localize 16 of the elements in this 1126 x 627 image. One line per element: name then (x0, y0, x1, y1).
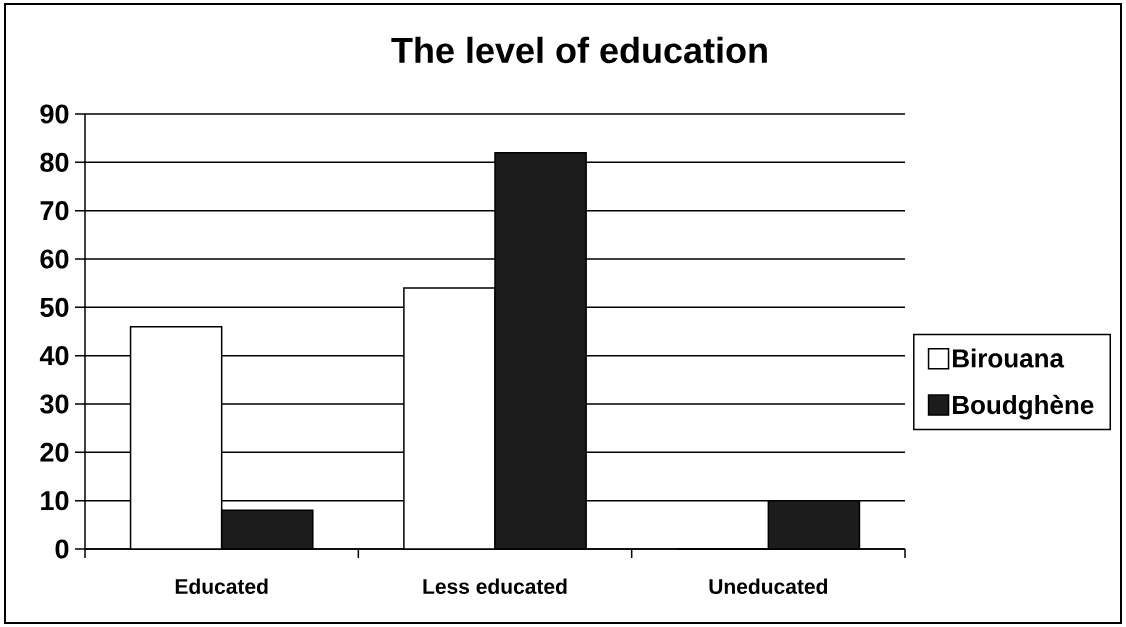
y-tick-label: 30 (40, 394, 69, 414)
y-tick-label: 40 (39, 346, 69, 366)
y-tick-label: 60 (40, 249, 69, 269)
x-tick-label: Uneducated (709, 578, 828, 594)
legend-label: Birouana (953, 348, 1065, 368)
legend-label: Boudghène (953, 394, 1094, 420)
y-tick-label: 0 (55, 539, 69, 559)
y-tick-label: 20 (40, 442, 69, 462)
x-tick-label: Educated (175, 578, 268, 594)
y-tick-label: 80 (40, 152, 69, 172)
y-tick-label: 10 (41, 491, 69, 511)
y-tick-label: 70 (40, 201, 69, 221)
y-tick-label: 50 (40, 297, 69, 317)
chart-title: The level of education (391, 36, 767, 64)
y-tick-label: 90 (40, 104, 69, 124)
x-tick-label: Less educated (423, 578, 567, 594)
